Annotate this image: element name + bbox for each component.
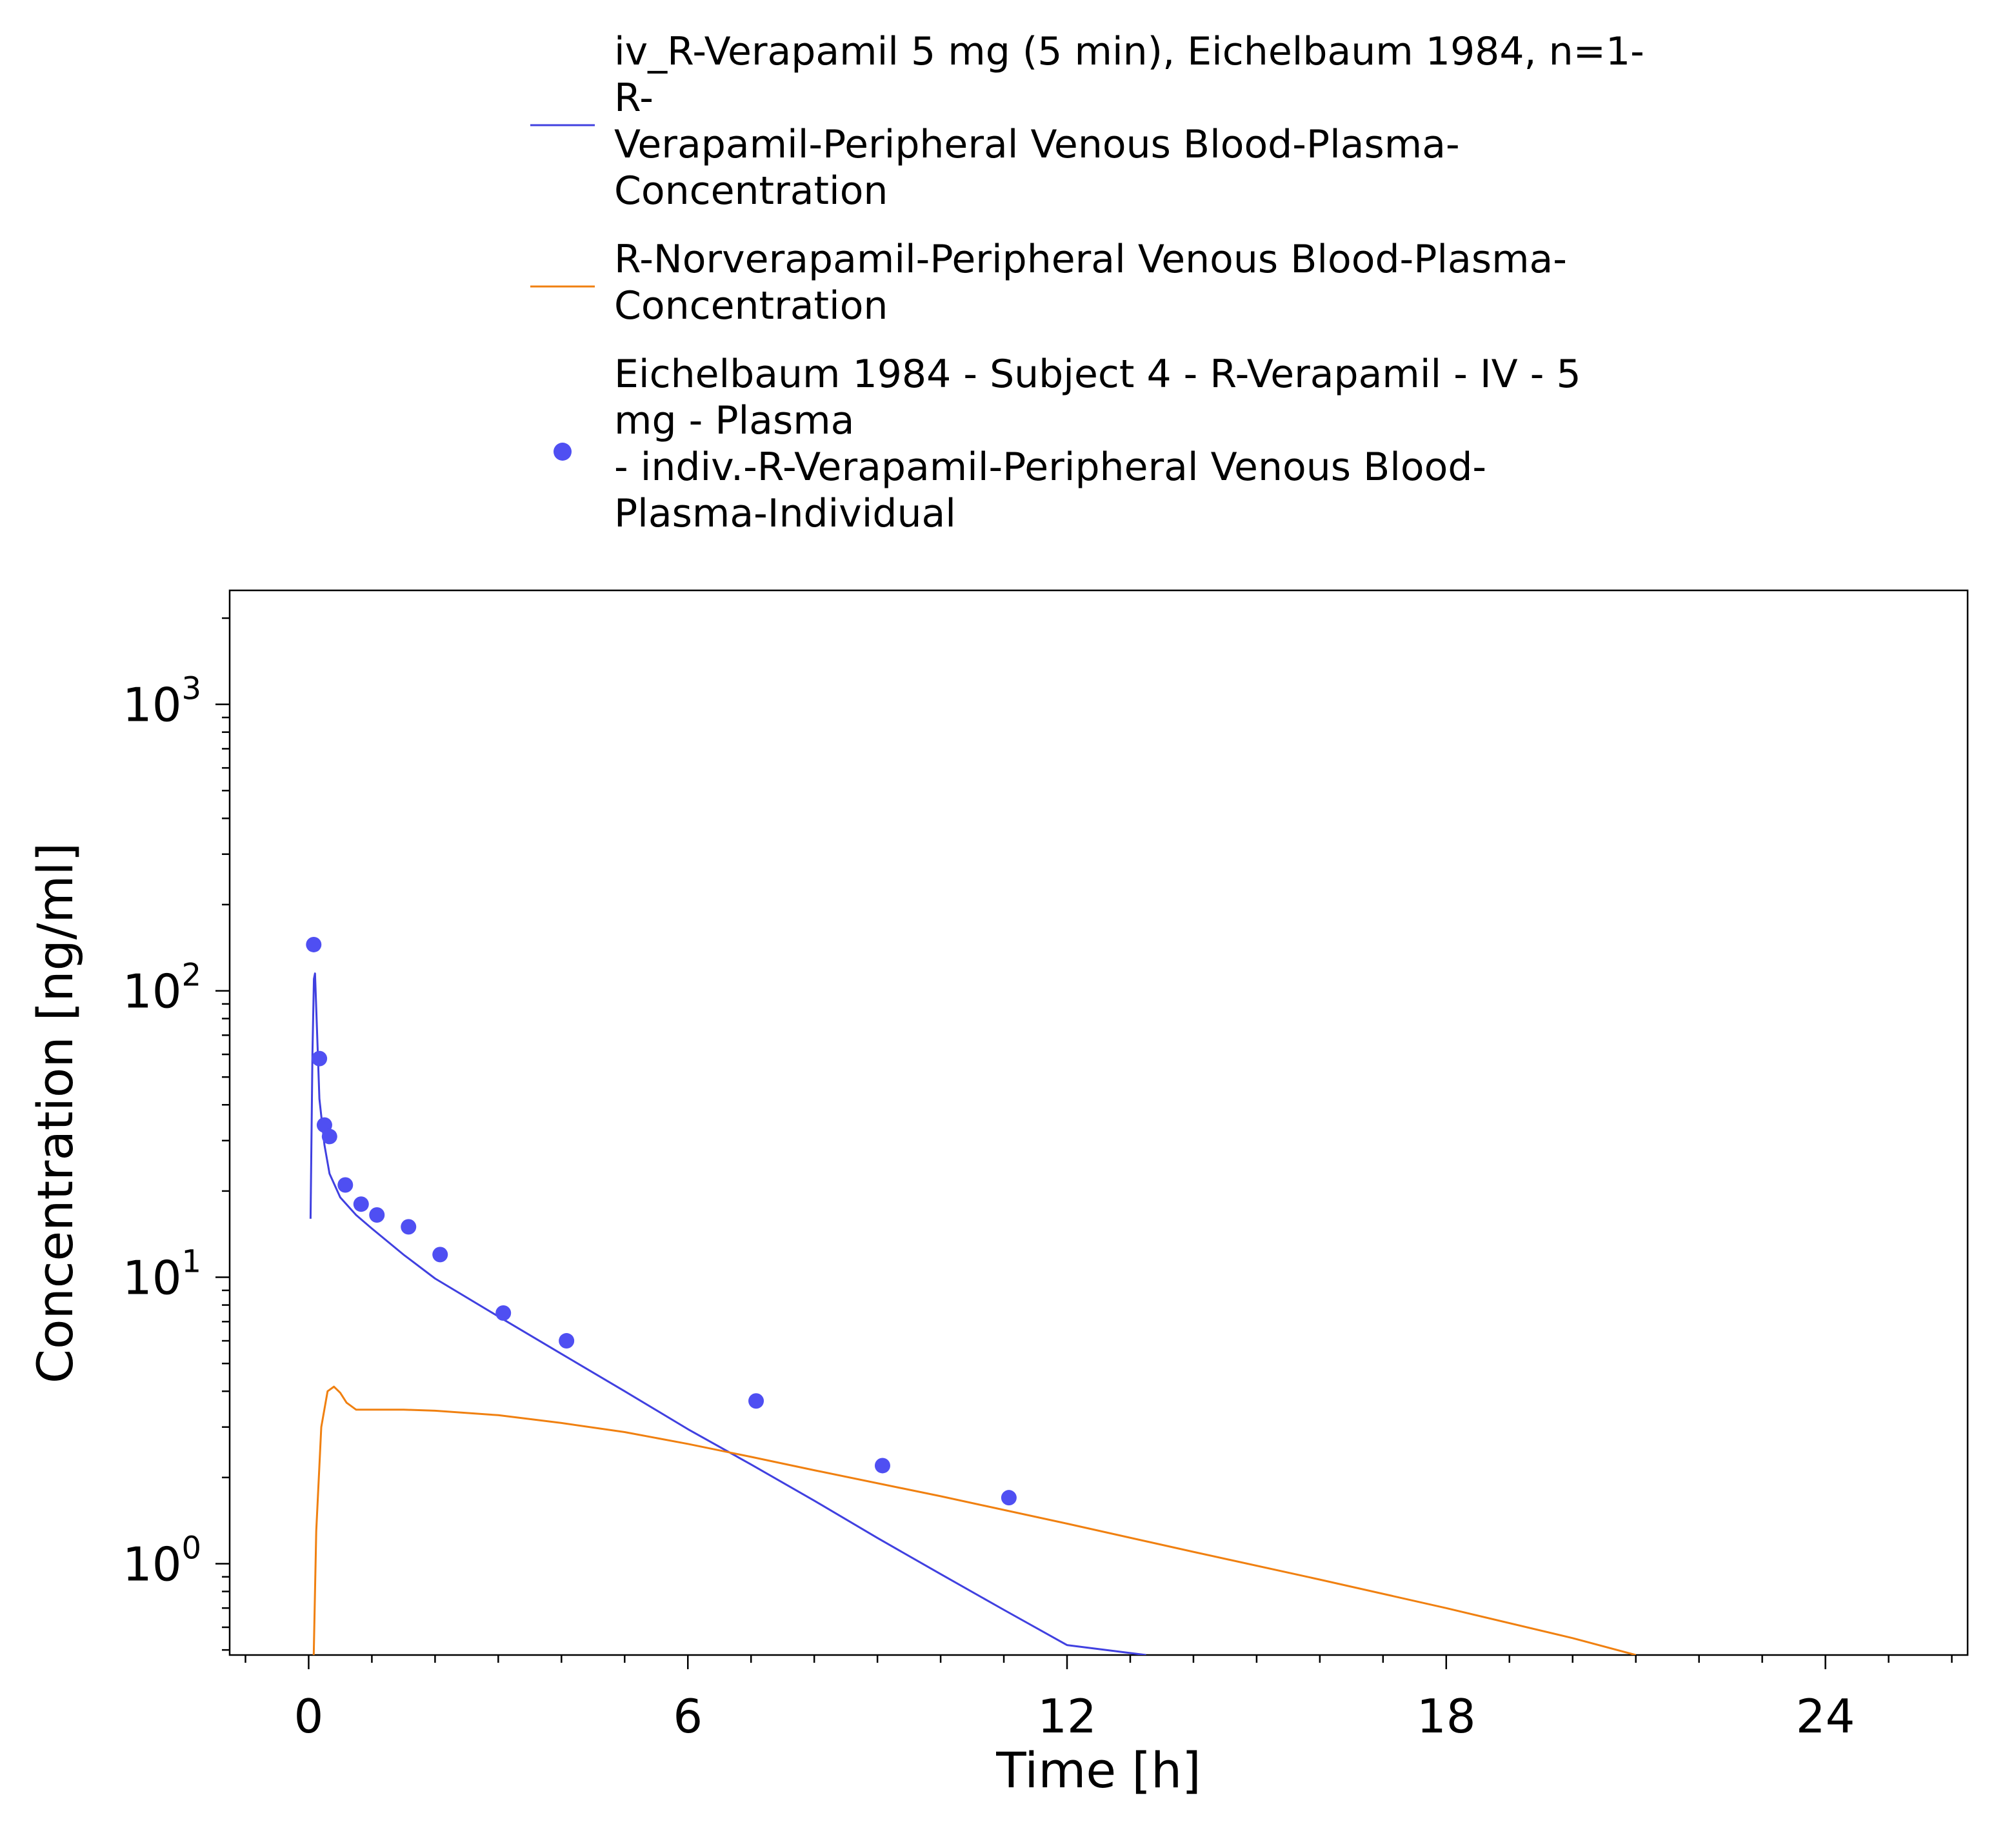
- x-tick-label: 6: [673, 1689, 703, 1743]
- legend-entry-text: Plasma-Individual: [614, 491, 956, 536]
- data-point: [1001, 1490, 1017, 1506]
- data-point: [306, 936, 322, 952]
- series-line-0: [309, 972, 1146, 1655]
- legend-entry-text: Concentration: [614, 168, 888, 214]
- legend-entry-text: Verapamil-Peripheral Venous Blood-Plasma…: [614, 122, 1460, 167]
- x-tick-label: 18: [1417, 1689, 1476, 1743]
- legend: iv_R-Verapamil 5 mg (5 min), Eichelbaum …: [530, 29, 1644, 536]
- y-axis: 100 101 102 103: [123, 617, 230, 1651]
- x-axis: 0 6 12 18 24: [245, 1655, 1953, 1743]
- plot-series-clip: [306, 936, 1637, 1655]
- y-tick-label: 101: [123, 1244, 201, 1305]
- series-line-1: [312, 1385, 1637, 1655]
- legend-entry-text: Concentration: [614, 283, 888, 328]
- data-point: [432, 1247, 448, 1263]
- x-tick-label: 12: [1037, 1689, 1097, 1743]
- x-tick-label: 0: [294, 1689, 324, 1743]
- data-point: [337, 1177, 354, 1193]
- y-axis-title: Concentration [ng/ml]: [26, 843, 84, 1383]
- legend-entry-text: iv_R-Verapamil 5 mg (5 min), Eichelbaum …: [614, 29, 1644, 74]
- legend-entry-text: R-Norverapamil-Peripheral Venous Blood-P…: [614, 237, 1567, 282]
- y-tick-label: 102: [123, 958, 201, 1019]
- data-point: [748, 1393, 764, 1409]
- legend-entry-text: - indiv.-R-Verapamil-Peripheral Venous B…: [614, 445, 1486, 490]
- legend-swatch-2: [554, 443, 572, 461]
- y-tick-label: 103: [123, 671, 201, 732]
- data-point: [312, 1050, 328, 1067]
- data-point: [369, 1207, 385, 1223]
- data-point: [495, 1305, 512, 1321]
- y-tick-label: 100: [123, 1530, 201, 1591]
- data-point: [559, 1333, 575, 1349]
- data-point: [401, 1219, 417, 1235]
- x-axis-title: Time [h]: [995, 1741, 1201, 1799]
- legend-entry-text: Eichelbaum 1984 - Subject 4 - R-Verapami…: [614, 352, 1581, 397]
- data-point: [353, 1196, 369, 1212]
- series-layer: [306, 936, 1637, 1655]
- legend-entry-text: mg - Plasma: [614, 398, 854, 443]
- x-tick-label: 24: [1796, 1689, 1855, 1743]
- legend-entry-text: R-: [614, 75, 654, 121]
- plot-area-frame: [228, 589, 1969, 1656]
- data-point: [874, 1458, 890, 1474]
- data-point: [321, 1129, 337, 1145]
